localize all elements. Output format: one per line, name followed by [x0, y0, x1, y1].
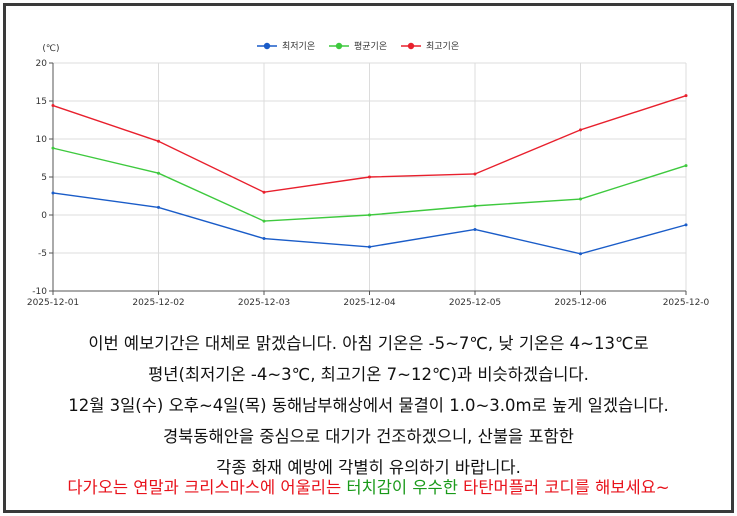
data-point	[684, 164, 688, 168]
data-point	[157, 139, 160, 143]
data-point	[368, 213, 371, 217]
promo-banner: 다가오는 연말과 크리스마스에 어울리는 터치감이 우수한 타탄머플러 코디를 …	[6, 474, 731, 502]
legend-swatch-dot	[263, 42, 271, 50]
x-tick-label: 2025-12-03	[238, 298, 290, 308]
legend-swatch-dot	[407, 42, 415, 50]
forecast-line-2: 평년(최저기온 -4~3℃, 최고기온 7~12℃)과 비슷하겠습니다.	[148, 365, 589, 384]
data-point	[51, 191, 55, 195]
data-point	[51, 104, 55, 108]
data-point	[579, 197, 582, 201]
promo-text-2: 터치감이 우수한	[346, 478, 458, 497]
forecast-line-5: 각종 화재 예방에 각별히 유의하기 바랍니다.	[216, 458, 521, 477]
forecast-line-4: 경북동해안을 중심으로 대기가 건조하겠으니, 산불을 포함한	[163, 427, 574, 446]
y-tick-label: 20	[36, 59, 48, 69]
legend-label: 최고기온	[426, 41, 459, 52]
data-point	[473, 172, 477, 176]
x-tick-label: 2025-12-0	[663, 298, 710, 308]
data-point	[473, 227, 477, 231]
promo-text-1: 다가오는 연말과 크리스마스에 어울리는	[67, 478, 342, 497]
data-point	[157, 205, 160, 209]
x-tick-label: 2025-12-02	[132, 298, 184, 308]
legend-label: 평균기온	[354, 41, 387, 52]
data-point	[157, 171, 160, 175]
forecast-line-1: 이번 예보기간은 대체로 맑겠습니다. 아침 기온은 -5~7℃, 낮 기온은 …	[88, 334, 649, 353]
forecast-text: 이번 예보기간은 대체로 맑겠습니다. 아침 기온은 -5~7℃, 낮 기온은 …	[6, 328, 731, 483]
y-tick-label: 10	[36, 135, 48, 145]
data-point	[262, 219, 266, 223]
x-tick-label: 2025-12-04	[343, 298, 396, 308]
x-tick-label: 2025-12-05	[449, 298, 501, 308]
data-point	[368, 245, 371, 249]
y-tick-label: -10	[32, 287, 47, 297]
data-point	[579, 128, 582, 132]
weather-card: 20 15 10 5 0 -5 -10 2025-12-01 2025-12-02 2025-12…	[3, 3, 734, 513]
y-tick-label: 0	[41, 211, 47, 221]
data-point	[684, 94, 688, 98]
data-point	[51, 146, 55, 150]
y-tick-label: 5	[41, 173, 47, 183]
promo-text-3: 타탄머플러 코디를 해보세요~	[463, 478, 670, 497]
x-tick-label: 2025-12-01	[27, 298, 79, 308]
y-axis-unit-label: (℃)	[42, 44, 59, 54]
data-point	[368, 175, 371, 179]
legend-label: 최저기온	[282, 41, 315, 52]
y-tick-label: 15	[36, 97, 47, 107]
x-tick-label: 2025-12-06	[554, 298, 607, 308]
data-point	[262, 190, 266, 194]
forecast-line-3: 12월 3일(수) 오후~4일(목) 동해남부해상에서 물결이 1.0~3.0m…	[68, 396, 669, 415]
y-tick-label: -5	[38, 249, 47, 259]
data-point	[262, 237, 266, 241]
data-point	[579, 252, 582, 256]
data-point	[473, 204, 477, 208]
legend-swatch-dot	[335, 42, 343, 50]
data-point	[684, 223, 688, 227]
